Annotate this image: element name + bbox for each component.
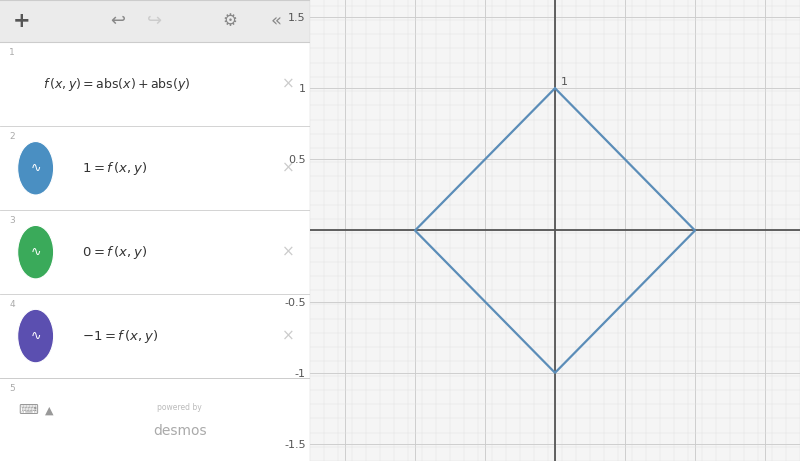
Text: ×: × bbox=[282, 329, 294, 343]
Text: 2: 2 bbox=[10, 132, 15, 142]
Text: $f\,(x,y) = \mathrm{abs}(x)+\mathrm{abs}(y)$: $f\,(x,y) = \mathrm{abs}(x)+\mathrm{abs}… bbox=[43, 76, 191, 93]
Text: $0 = f\,(x,y)$: $0 = f\,(x,y)$ bbox=[82, 244, 147, 260]
Text: 3: 3 bbox=[10, 216, 15, 225]
Text: ×: × bbox=[282, 161, 294, 176]
Text: ⌨: ⌨ bbox=[18, 403, 38, 417]
Text: powered by: powered by bbox=[158, 403, 202, 413]
Text: 1: 1 bbox=[10, 48, 15, 58]
Circle shape bbox=[18, 142, 54, 195]
Circle shape bbox=[18, 225, 54, 279]
Text: 5: 5 bbox=[10, 384, 15, 393]
Text: ↪: ↪ bbox=[147, 12, 162, 30]
Text: ↩: ↩ bbox=[110, 12, 126, 30]
Text: $-1 = f\,(x,y)$: $-1 = f\,(x,y)$ bbox=[82, 328, 158, 344]
Text: ∿: ∿ bbox=[30, 162, 41, 175]
Text: ×: × bbox=[282, 245, 294, 260]
Text: $1 = f\,(x,y)$: $1 = f\,(x,y)$ bbox=[82, 160, 147, 177]
Text: ×: × bbox=[282, 77, 294, 92]
Text: ⚙: ⚙ bbox=[222, 12, 237, 30]
FancyBboxPatch shape bbox=[0, 0, 310, 42]
Text: 4: 4 bbox=[10, 300, 15, 309]
Text: +: + bbox=[13, 11, 30, 31]
Text: 1: 1 bbox=[561, 77, 567, 88]
Text: «: « bbox=[270, 12, 282, 30]
Text: ▲: ▲ bbox=[46, 405, 54, 415]
Text: desmos: desmos bbox=[153, 424, 206, 438]
Text: ∿: ∿ bbox=[30, 330, 41, 343]
Text: ∿: ∿ bbox=[30, 246, 41, 259]
Circle shape bbox=[18, 309, 54, 363]
